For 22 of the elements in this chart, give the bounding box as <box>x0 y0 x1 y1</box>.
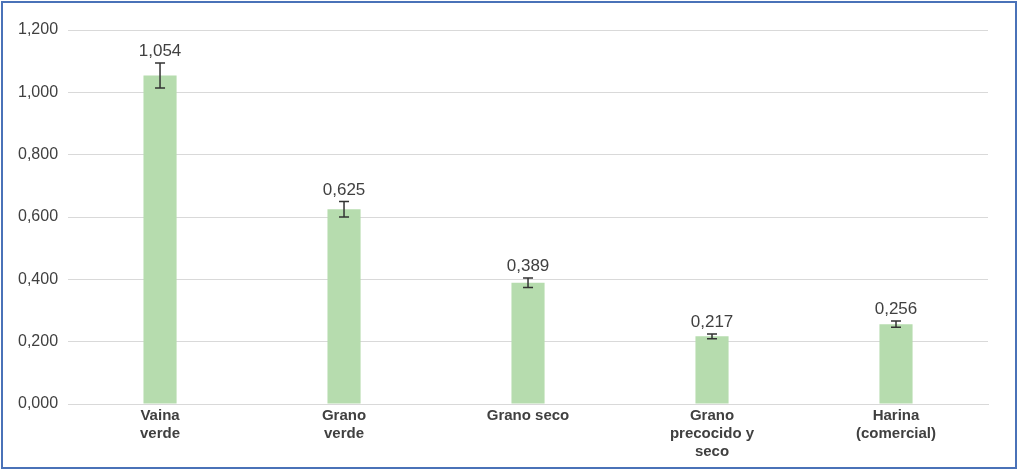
data-label: 1,054 <box>138 41 182 61</box>
y-tick-label: 0,600 <box>17 207 59 225</box>
data-label: 0,625 <box>322 179 366 199</box>
y-tick-label: 0,400 <box>17 269 59 287</box>
bar <box>143 75 177 404</box>
data-label: 0,256 <box>874 299 918 319</box>
y-tick-label: 0,200 <box>17 332 59 350</box>
data-label: 0,389 <box>506 256 550 276</box>
y-tick-label: 1,200 <box>17 20 59 38</box>
bar <box>511 282 545 404</box>
x-tick-label: Grano precocido y seco <box>669 406 755 460</box>
y-tick-label: 0,000 <box>17 394 59 412</box>
x-tick-label: Harina (comercial) <box>855 406 937 442</box>
x-tick-label: Vaina verde <box>140 406 181 442</box>
x-tick-label: Grano seco <box>486 406 570 424</box>
bar <box>879 324 913 404</box>
y-tick-label: 0,800 <box>17 145 59 163</box>
bar <box>327 209 361 404</box>
bar <box>695 336 729 404</box>
y-tick-label: 1,000 <box>17 82 59 100</box>
data-label: 0,217 <box>690 312 734 332</box>
x-tick-label: Grano verde <box>321 406 367 442</box>
